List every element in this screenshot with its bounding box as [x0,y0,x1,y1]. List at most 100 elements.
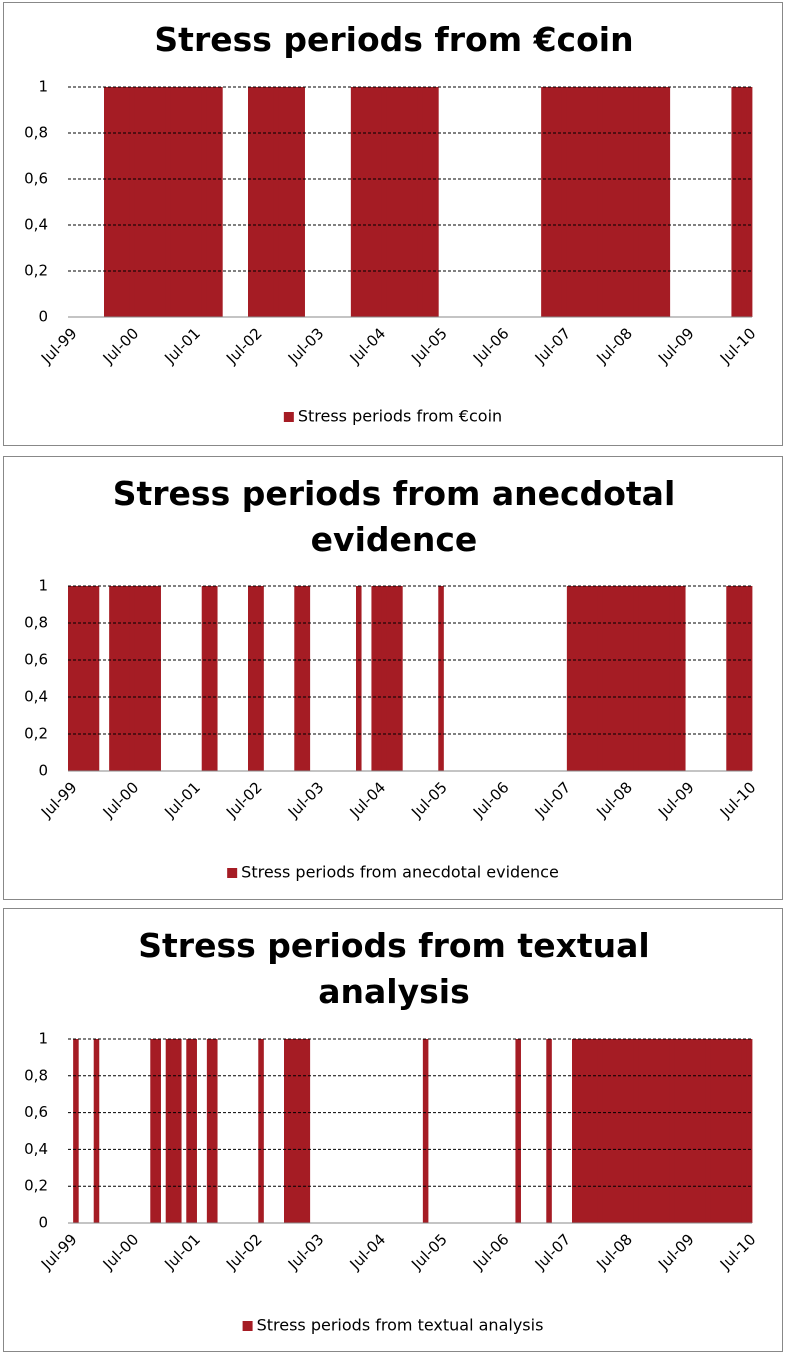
chart-panel: 0 0,2 0,4 0,6 0,8 1 Jul-99 Jul-00 Jul-01 Jul-02 Ju… [3,2,783,446]
bar [191,87,197,317]
bar [299,1039,305,1223]
bar [206,87,213,317]
y-tick-label: 0 [38,308,48,326]
y-tick-label: 0,8 [24,614,48,632]
bar [582,586,588,771]
bar [633,87,640,317]
y-tick-label: 0,4 [24,1140,48,1158]
bar [258,87,264,317]
bar [104,87,110,317]
bar [690,1039,696,1223]
x-tick-label: Jul-04 [346,778,390,822]
bar [212,1039,218,1223]
bar [129,87,136,317]
bar [145,87,151,317]
bar [145,586,151,771]
bar [366,87,372,317]
x-tick-label: Jul-06 [469,1230,513,1274]
bar [68,586,74,771]
bar [176,87,182,317]
bar [587,87,593,317]
chart-panel: 0 0,2 0,4 0,6 0,8 1 Jul-99 Jul-00 Jul-01 Jul-02 Ju… [3,456,783,900]
bar [278,87,285,317]
y-tick-label: 0,2 [24,262,48,280]
bar [212,87,218,317]
bar [659,87,665,317]
bar [150,1039,156,1223]
bar [613,1039,619,1223]
x-tick-label: Jul-09 [654,324,698,368]
bar [155,586,161,771]
x-tick-label: Jul-09 [654,1230,698,1274]
x-tick-label: Jul-08 [592,778,636,822]
bar [587,1039,593,1223]
x-tick-label: Jul-06 [469,778,513,822]
bar [664,1039,671,1223]
bar [608,1039,614,1223]
bar [170,87,177,317]
bar [623,586,629,771]
bar [253,586,259,771]
y-tick-label: 0,6 [24,170,48,188]
bar [284,87,290,317]
y-tick-label: 0,6 [24,1103,48,1121]
bar [649,87,655,317]
bar [186,87,192,317]
bar [176,1039,182,1223]
bar [124,586,131,771]
bar [726,1039,732,1223]
bar [155,87,161,317]
bar [258,1039,264,1223]
y-tick-label: 0,2 [24,725,48,743]
x-tick-label: Jul-07 [531,1230,575,1274]
bar [134,87,141,317]
bar [119,87,125,317]
bar [170,1039,177,1223]
bar [253,87,259,317]
bar [150,87,156,317]
bar [433,87,439,317]
bar [674,1039,681,1223]
x-tick-label: Jul-07 [531,778,575,822]
y-tick-label: 0,6 [24,651,48,669]
bar [582,87,588,317]
bar [566,87,573,317]
bar [248,586,254,771]
x-tick-label: Jul-10 [716,1230,760,1274]
bar [155,1039,161,1223]
y-tick-label: 0,4 [24,216,48,234]
bar [273,87,280,317]
bar [644,586,650,771]
chart: 0 0,2 0,4 0,6 0,8 1 Jul-99 Jul-00 Jul-01 Jul-02 Ju… [24,1030,760,1335]
bar [592,87,599,317]
bar [422,1039,429,1223]
bar [165,1039,172,1223]
bar [644,87,650,317]
bar [736,1039,743,1223]
bar [93,1039,100,1223]
y-tick-label: 0 [38,1214,48,1232]
bar [628,1039,635,1223]
legend-swatch [242,1321,253,1331]
y-tick-label: 0,4 [24,688,48,706]
bar [407,87,413,317]
bar [78,586,84,771]
bar [294,87,300,317]
bar [119,586,125,771]
y-tick-label: 1 [38,577,48,595]
bar [741,87,748,317]
x-tick-label: Jul-02 [222,1230,266,1274]
x-tick-label: Jul-03 [284,1230,328,1274]
bar [623,1039,629,1223]
bar [304,586,311,771]
bar [746,87,753,317]
bar [140,87,146,317]
bar [680,586,686,771]
bar [741,586,748,771]
x-tick-label: Jul-02 [222,324,266,368]
bar [201,586,208,771]
bar [669,586,676,771]
bar [299,586,305,771]
bar [294,586,300,771]
bar [664,586,671,771]
